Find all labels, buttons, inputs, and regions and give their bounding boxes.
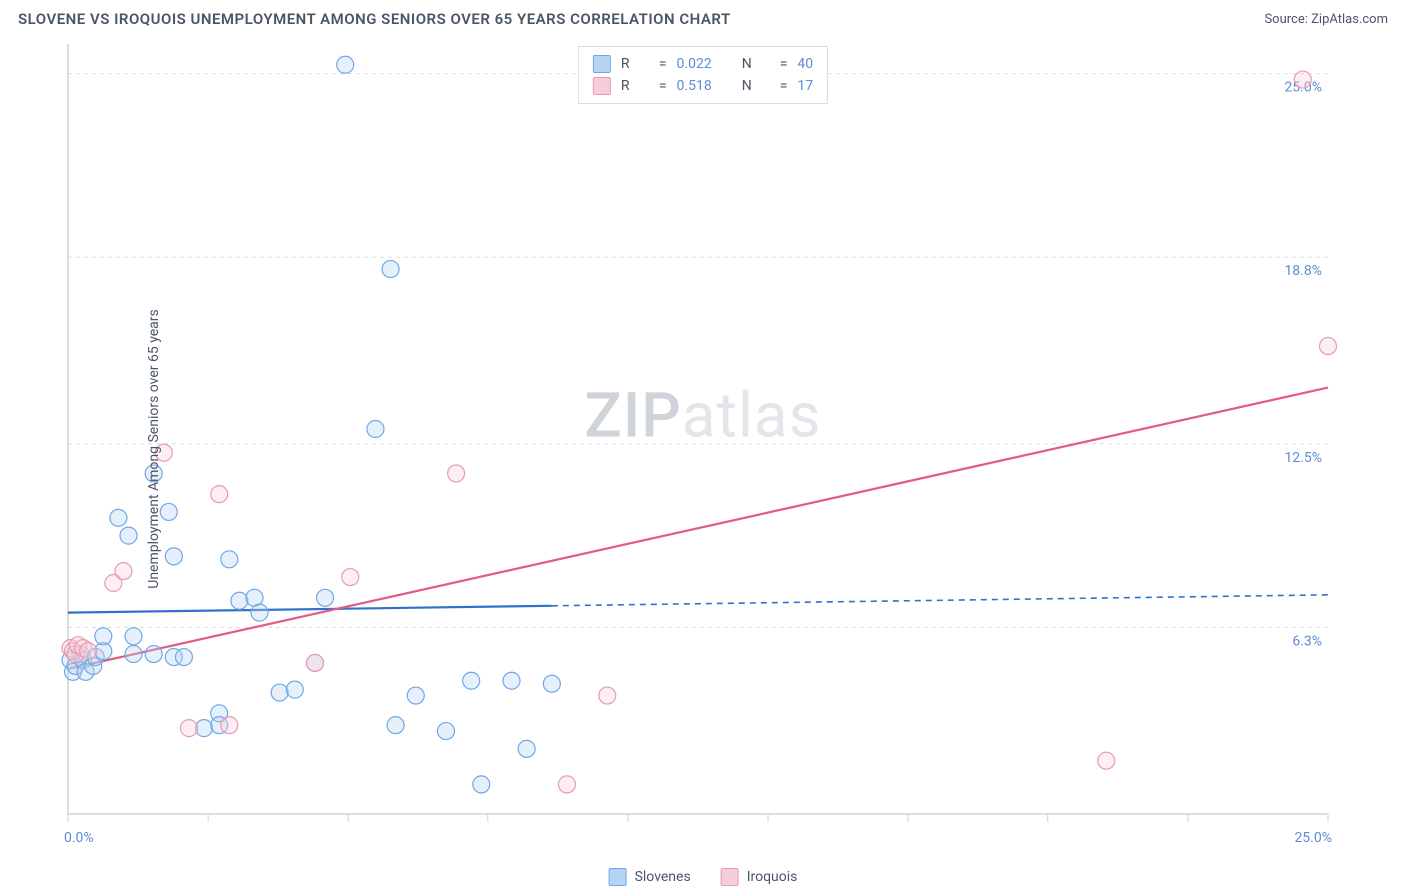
r-value-iroquois: 0.518: [677, 75, 712, 97]
equals-sign: =: [659, 53, 667, 75]
legend-label-iroquois: Iroquois: [747, 869, 798, 885]
swatch-slovenes: [593, 55, 611, 73]
swatch-iroquois: [721, 868, 739, 886]
chart-container: Unemployment Among Seniors over 65 years…: [18, 34, 1388, 864]
correlation-scatter-chart: 6.3%12.5%18.8%25.0%0.0%25.0%: [18, 34, 1388, 864]
r-value-slovenes: 0.022: [677, 53, 712, 75]
svg-text:25.0%: 25.0%: [1294, 830, 1332, 846]
equals-sign: =: [780, 75, 788, 97]
n-label: N: [742, 75, 770, 97]
legend-label-slovenes: Slovenes: [635, 869, 691, 885]
swatch-iroquois: [593, 77, 611, 95]
n-label: N: [742, 53, 770, 75]
source-attribution: Source: ZipAtlas.com: [1264, 12, 1388, 27]
legend-item-iroquois: Iroquois: [721, 868, 798, 886]
r-label: R: [621, 75, 649, 97]
svg-text:18.8%: 18.8%: [1284, 263, 1322, 279]
chart-title: SLOVENE VS IROQUOIS UNEMPLOYMENT AMONG S…: [18, 10, 731, 28]
svg-text:0.0%: 0.0%: [64, 830, 94, 846]
svg-text:12.5%: 12.5%: [1284, 450, 1322, 466]
stats-row-slovenes: R = 0.022 N = 40: [593, 53, 813, 75]
source-link[interactable]: ZipAtlas.com: [1311, 12, 1388, 27]
r-label: R: [621, 53, 649, 75]
swatch-slovenes: [609, 868, 627, 886]
y-axis-label: Unemployment Among Seniors over 65 years: [146, 309, 162, 589]
svg-text:6.3%: 6.3%: [1292, 633, 1322, 649]
equals-sign: =: [780, 53, 788, 75]
series-legend: Slovenes Iroquois: [609, 868, 798, 886]
equals-sign: =: [659, 75, 667, 97]
source-label: Source:: [1264, 12, 1307, 27]
stats-row-iroquois: R = 0.518 N = 17: [593, 75, 813, 97]
legend-item-slovenes: Slovenes: [609, 868, 691, 886]
n-value-iroquois: 17: [797, 75, 813, 97]
stats-legend: R = 0.022 N = 40 R = 0.518 N = 17: [578, 46, 828, 104]
n-value-slovenes: 40: [797, 53, 813, 75]
